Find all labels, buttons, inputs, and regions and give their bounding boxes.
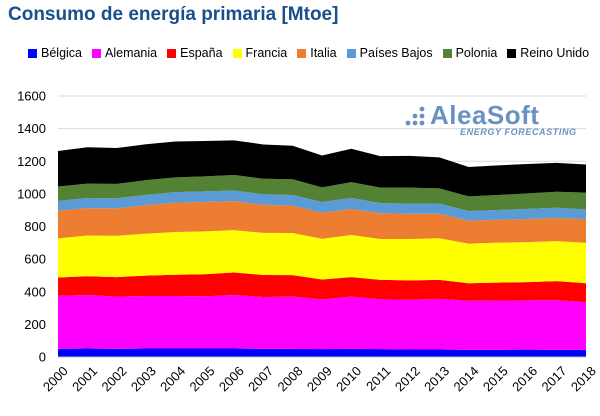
area-series-reino-unido	[58, 140, 586, 197]
area-series-polonia	[58, 174, 586, 211]
logo-tagline: ENERGY FORECASTING	[460, 127, 577, 137]
legend-swatch	[346, 48, 356, 58]
y-tick-label: 1400	[17, 121, 46, 136]
area-series-españa	[58, 272, 586, 303]
legend-swatch	[28, 48, 37, 58]
y-tick-label: 1000	[17, 186, 46, 201]
x-tick-label: 2015	[480, 363, 511, 394]
y-tick-label: 600	[24, 252, 46, 267]
x-tick-labels: 2000200120022003200420052006200720082009…	[40, 363, 599, 394]
y-tick-label: 0	[39, 350, 46, 365]
x-tick-label: 2010	[333, 363, 364, 394]
y-tick-label: 1600	[17, 89, 46, 104]
x-tick-label: 2004	[157, 363, 188, 394]
legend-label: Polonia	[455, 46, 498, 60]
y-tick-label: 400	[24, 284, 46, 299]
x-tick-label: 2011	[363, 363, 393, 393]
logo-dots-icon	[405, 106, 425, 126]
x-tick-label: 2000	[40, 363, 71, 394]
legend-item: Alemania	[92, 46, 157, 60]
legend-item: Italia	[297, 46, 337, 60]
chart-title: Consumo de energía primaria [Mtoe]	[8, 4, 339, 25]
y-tick-labels: 0 200 400 600 800 1000 1200 1400 1600	[17, 89, 46, 365]
legend-label: España	[180, 46, 223, 60]
x-tick-label: 2009	[304, 363, 335, 394]
legend-label: Reino Unido	[520, 46, 590, 60]
legend-item: Bélgica	[28, 46, 82, 60]
x-tick-label: 2007	[245, 363, 276, 394]
x-tick-label: 2003	[128, 363, 159, 394]
legend-label: Francia	[245, 46, 288, 60]
legend-item: Polonia	[442, 46, 498, 60]
area-series	[58, 140, 586, 357]
area-series-países-bajos	[58, 190, 586, 221]
x-tick-label: 2012	[392, 363, 423, 394]
x-tick-label: 2006	[216, 363, 247, 394]
legend-item: Francia	[232, 46, 288, 60]
legend-label: Alemania	[105, 46, 158, 60]
legend-swatch	[442, 48, 452, 58]
legend-item: España	[167, 46, 223, 60]
x-tick-label: 2013	[421, 363, 452, 394]
aleasoft-logo: AleaSoft ENERGY FORECASTING	[404, 100, 584, 140]
y-tick-label: 800	[24, 219, 46, 234]
legend-swatch	[232, 48, 242, 58]
legend-swatch	[167, 48, 177, 58]
x-tick-label: 2017	[539, 363, 570, 394]
x-tick-label: 2001	[69, 363, 100, 394]
x-tick-label: 2016	[509, 363, 540, 394]
legend-label: Italia	[310, 46, 337, 60]
logo-wordmark: AleaSoft	[430, 100, 540, 130]
legend-swatch	[297, 48, 307, 58]
area-series-francia	[58, 230, 586, 284]
legend: Bélgica Alemania España Francia Italia Países…	[28, 46, 600, 60]
area-series-italia	[58, 201, 586, 244]
legend-swatch	[92, 48, 101, 58]
legend-label: Países Bajos	[359, 46, 433, 60]
x-tick-label: 2008	[275, 363, 306, 394]
legend-swatch	[507, 48, 517, 58]
area-series-alemania	[58, 295, 586, 350]
x-tick-label: 2002	[99, 363, 130, 394]
area-series-bélgica	[58, 348, 586, 357]
legend-item: Países Bajos	[346, 46, 433, 60]
x-tick-label: 2005	[187, 363, 218, 394]
x-tick-label: 2018	[568, 363, 599, 394]
legend-item: Reino Unido	[507, 46, 589, 60]
x-tick-label: 2014	[451, 363, 482, 394]
legend-label: Bélgica	[41, 46, 82, 60]
y-tick-label: 1200	[17, 154, 46, 169]
y-tick-label: 200	[24, 317, 46, 332]
